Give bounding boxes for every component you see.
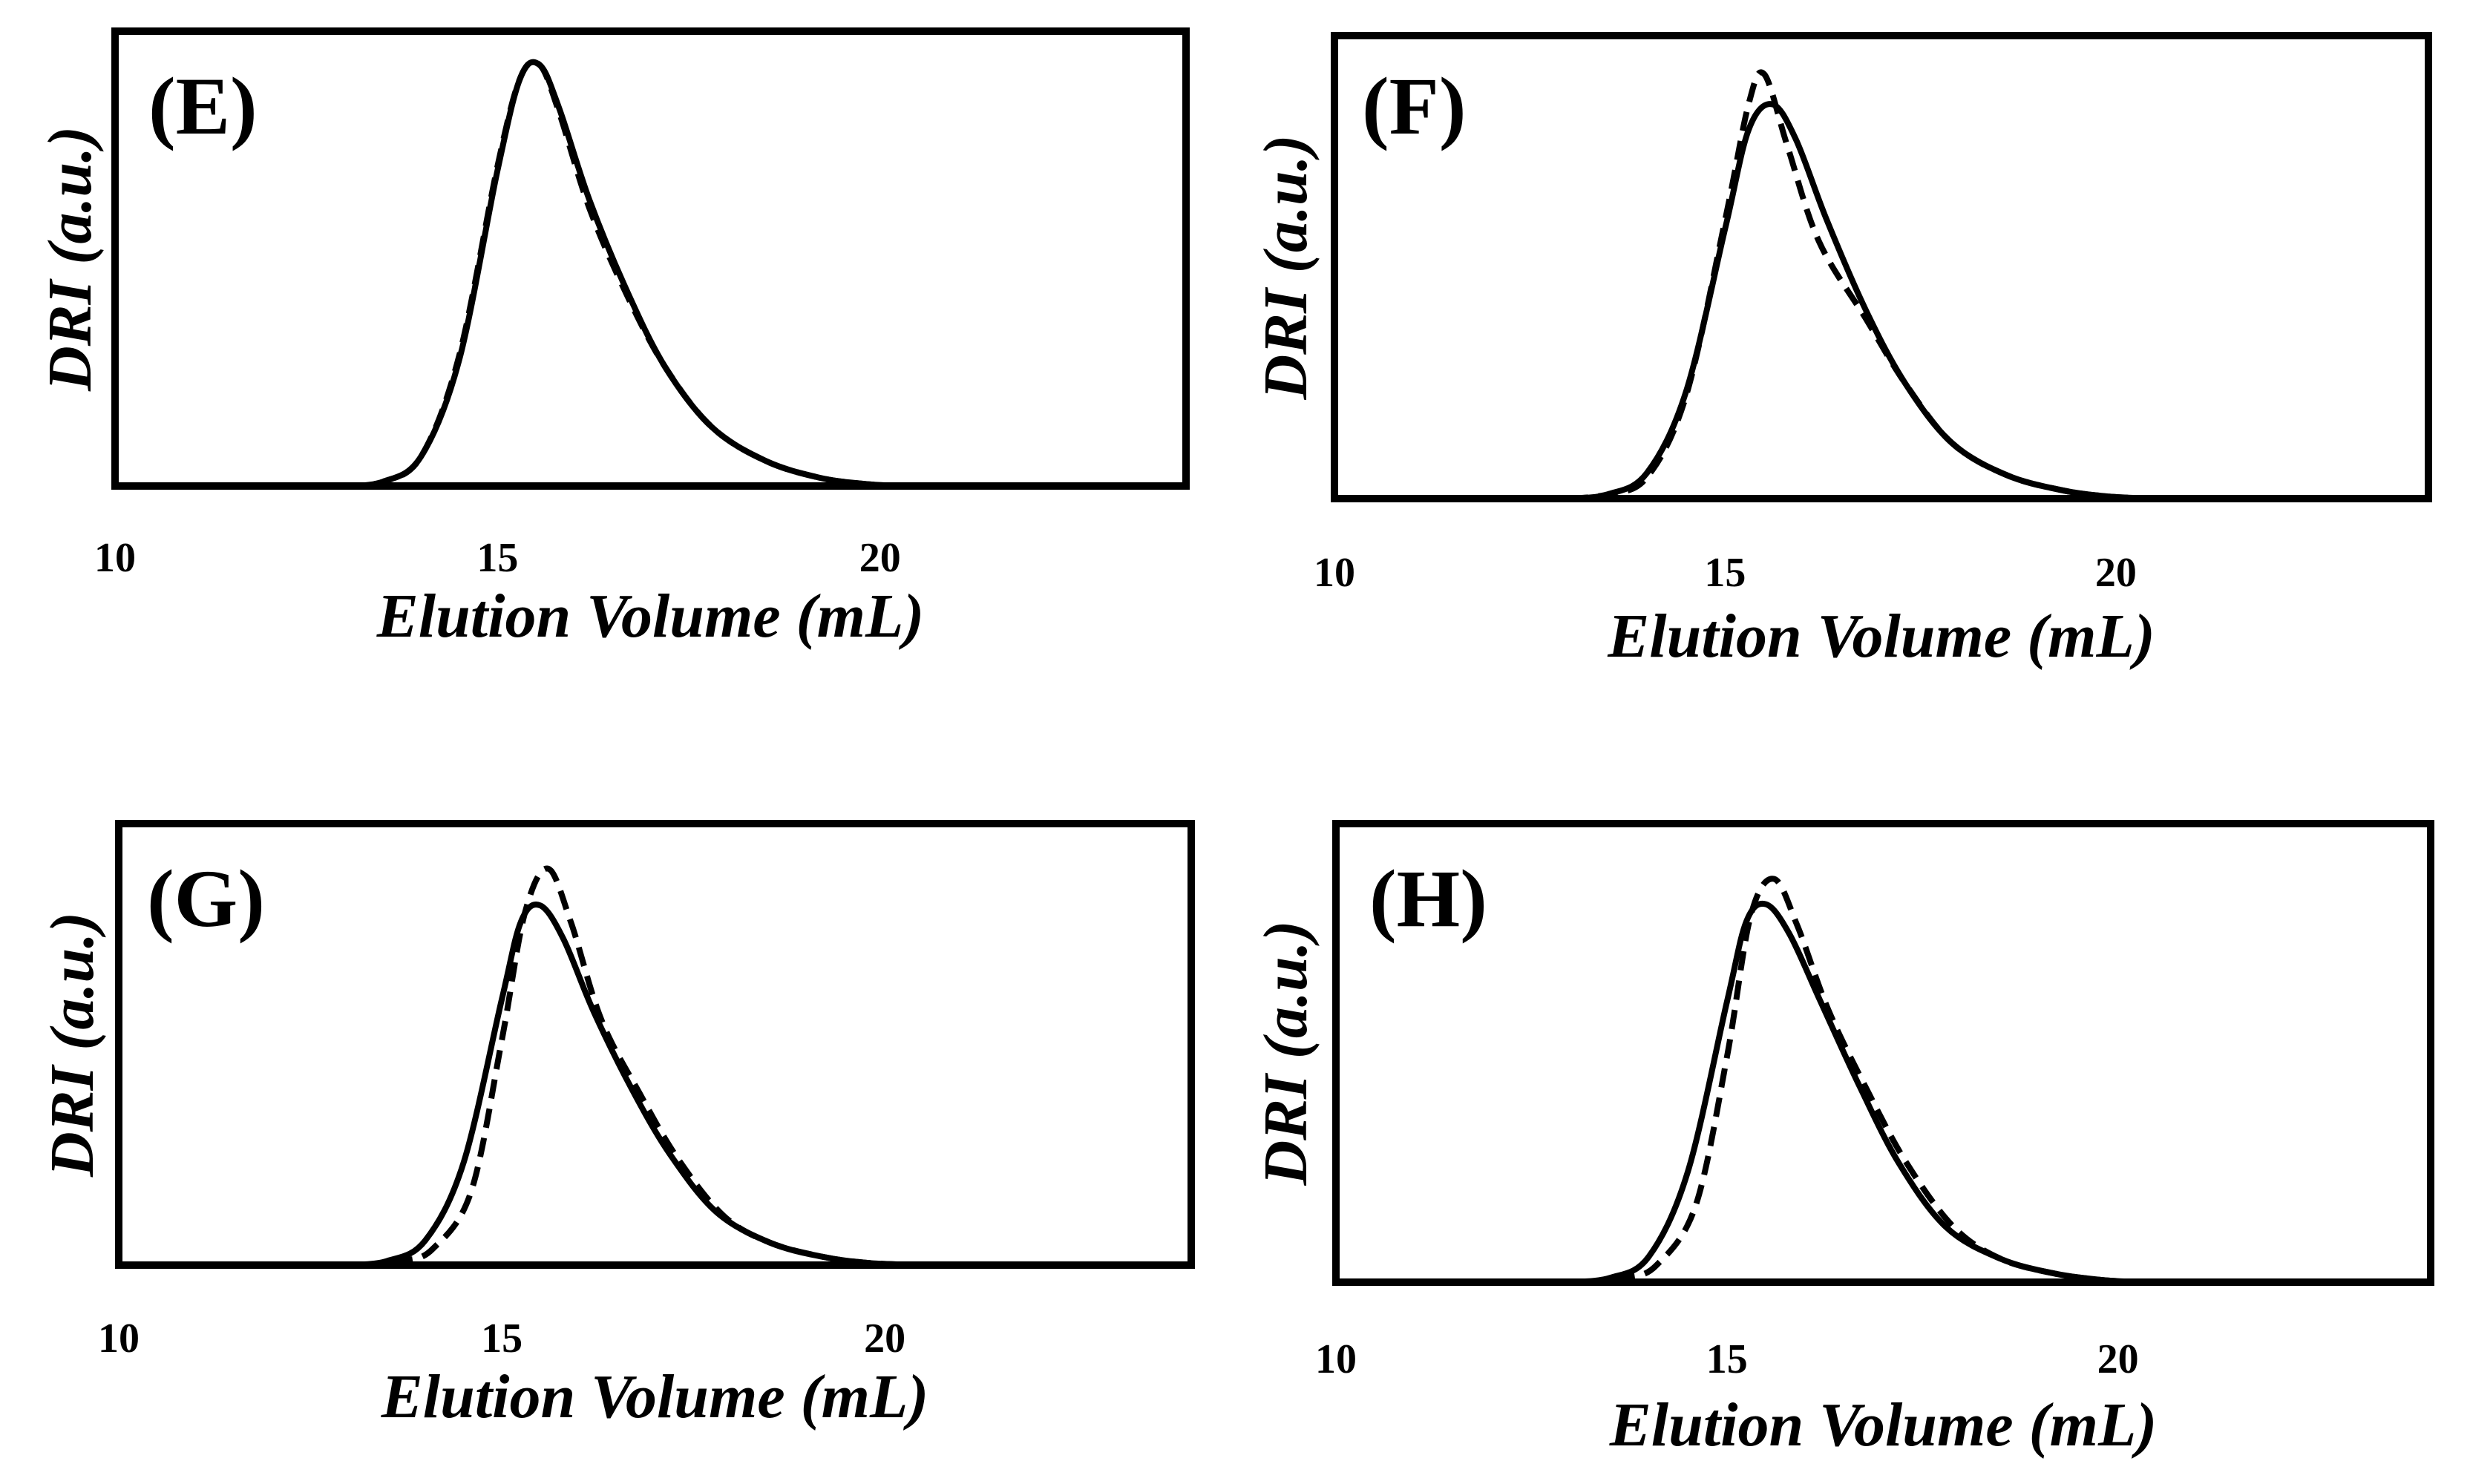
x-tick-label: 10: [98, 1316, 140, 1362]
x-axis-title: Elution Volume (mL): [381, 1362, 928, 1431]
x-tick-label: 20: [2095, 550, 2137, 596]
x-tick-label: 15: [476, 535, 518, 581]
plot-frame: [1332, 820, 2434, 1286]
panel-label: (E): [148, 61, 258, 151]
panel-label: (H): [1369, 853, 1487, 944]
x-axis-title: Elution Volume (mL): [1609, 1391, 2157, 1460]
x-tick-label: 15: [1706, 1336, 1748, 1382]
x-tick-label: 20: [859, 535, 901, 581]
panel-label: (G): [147, 853, 265, 944]
x-tick-label: 20: [864, 1316, 905, 1362]
plot-frame: [111, 27, 1190, 490]
series-line-dashed: [344, 59, 903, 489]
x-tick-label: 15: [481, 1316, 522, 1362]
x-tick-label: 15: [1704, 550, 1746, 596]
series-line-solid: [344, 59, 903, 489]
series-line-dashed: [1568, 69, 2155, 502]
chart-panel-1: (F) 10 15 20 Elution Volume (mL) DRI (a.u.): [1251, 32, 2432, 671]
plot-frame: [1331, 32, 2432, 502]
x-tick-label: 20: [2097, 1336, 2139, 1382]
y-axis-title: DRI (a.u.): [1251, 134, 1320, 400]
y-axis-title: DRI (a.u.): [38, 912, 107, 1178]
chart-panel-3: (H) 10 15 20 Elution Volume (mL) DRI (a.u.): [1251, 820, 2434, 1460]
x-tick-label: 10: [1315, 1336, 1357, 1382]
panel-label: (F): [1362, 61, 1466, 151]
x-axis-title: Elution Volume (mL): [1607, 602, 2155, 671]
y-axis-title: DRI (a.u.): [1251, 920, 1320, 1186]
plot-frame: [115, 820, 1195, 1269]
series-line-dashed: [363, 865, 923, 1268]
y-axis-title: DRI (a.u.): [36, 126, 105, 392]
x-tick-label: 10: [1314, 550, 1355, 596]
series-line-solid: [1568, 101, 2155, 502]
x-tick-label: 10: [94, 535, 136, 581]
x-axis-title: Elution Volume (mL): [376, 582, 924, 651]
series-line-solid: [1570, 900, 2142, 1285]
